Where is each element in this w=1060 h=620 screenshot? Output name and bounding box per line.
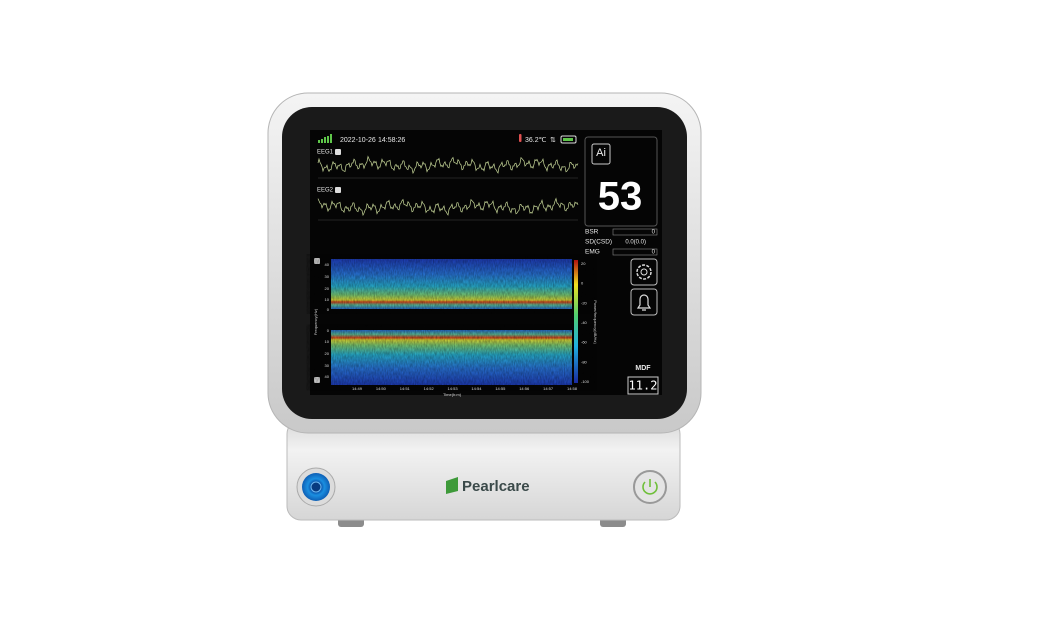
device-base [286, 419, 681, 521]
spectrogram-texture [331, 330, 572, 385]
spectrogram-texture [331, 259, 572, 309]
y-tick-label: 40 [325, 262, 330, 267]
y-axis-label: Frequency(Hz) [313, 308, 318, 335]
battery [560, 135, 577, 144]
param-box [612, 228, 658, 236]
x-tick-label: 14:52 [424, 386, 435, 391]
y-tick-label: 20 [325, 351, 330, 356]
colorbar-tick-label: -100 [581, 379, 590, 384]
y-tick-label: 10 [325, 297, 330, 302]
param-label: BSR [585, 229, 599, 236]
colorbar-tick-label: -80 [581, 359, 588, 364]
x-tick-label: 14:56 [519, 386, 530, 391]
colorbar-tick-label: -20 [581, 300, 588, 305]
channel-label: EEG1 [317, 150, 334, 156]
y-tick-label: 20 [325, 286, 330, 291]
colorbar [574, 260, 578, 383]
channel-icon [314, 377, 320, 383]
mdf-label: MDF [635, 365, 651, 372]
colorbar-tick-label: -60 [581, 340, 588, 345]
colorbar-tick-label: -40 [581, 320, 588, 325]
channel-icon [314, 258, 320, 264]
param-label: EMG [585, 249, 600, 256]
colorbar-label: Power/frequency(dB/Hz) [593, 300, 598, 344]
y-tick-label: 30 [325, 274, 330, 279]
param-label: SD(CSD) [585, 239, 612, 246]
channel-label: EEG2 [317, 188, 334, 194]
colorbar-tick-label: 20 [581, 261, 586, 266]
x-tick-label: 14:57 [543, 386, 554, 391]
spectrogram-ticks: 40 30 20 10 0 0 10 20 30 40 14:49 14:50 14:51 14:52 14… [325, 261, 590, 391]
index-value: 53 [598, 175, 643, 219]
signal-bars [318, 134, 332, 143]
param-value: 0.0(0.0) [625, 240, 646, 246]
param-box [612, 248, 658, 256]
gear-icon [636, 264, 652, 280]
thermometer [519, 134, 522, 142]
alarm-button[interactable] [630, 288, 658, 316]
connector-pin [310, 481, 322, 493]
settings-button[interactable] [630, 258, 658, 286]
x-tick-label: 14:49 [352, 386, 363, 391]
battery-level [563, 138, 573, 141]
temperature: 36.2℃ [525, 137, 547, 144]
brand-name: Pearlcare [462, 478, 530, 495]
x-tick-label: 14:58 [567, 386, 578, 391]
x-tick-label: 14:53 [448, 386, 459, 391]
date: 2022-10-26 [340, 137, 376, 144]
eeg-wave [317, 197, 579, 217]
y-tick-label: 0 [327, 307, 330, 312]
x-tick-label: 14:55 [495, 386, 506, 391]
param-value: 0 [652, 230, 656, 236]
badge: Ai [596, 147, 606, 159]
power-icon [642, 479, 658, 495]
x-tick-label: 14:54 [471, 386, 482, 391]
sync-icon: ⇅ [550, 137, 556, 144]
index-panel [584, 136, 658, 227]
param-value: 0 [652, 250, 656, 256]
y-tick-label: 40 [325, 374, 330, 379]
badge-box [591, 143, 611, 165]
gear-icon [640, 268, 648, 276]
colorbar-tick-label: 0 [581, 281, 584, 286]
mdf-value: 11.2 [629, 379, 658, 393]
y-tick-label: 10 [325, 339, 330, 344]
channel-icon [335, 149, 341, 155]
time: 14:58:26 [378, 137, 405, 144]
bell-icon [636, 294, 652, 311]
brand-logo [446, 477, 458, 494]
mdf-box [627, 376, 659, 395]
eeg-wave [317, 155, 579, 175]
y-tick-label: 30 [325, 363, 330, 368]
y-tick-label: 0 [327, 328, 330, 333]
x-tick-label: 14:51 [400, 386, 411, 391]
x-tick-label: 14:50 [376, 386, 387, 391]
channel-icon [335, 187, 341, 193]
x-axis-label: Time(h:m) [443, 392, 462, 397]
